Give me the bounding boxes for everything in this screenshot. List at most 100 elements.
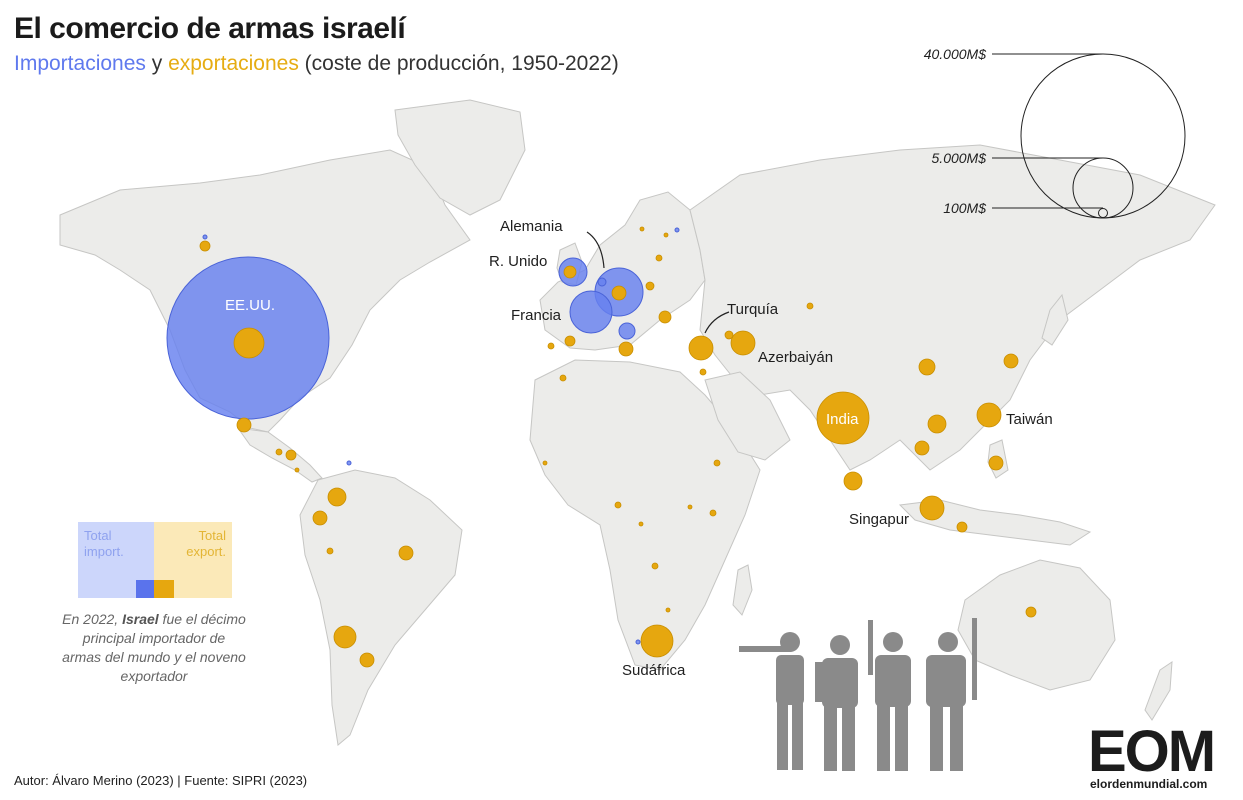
export-bubble-brazil — [398, 545, 414, 561]
export-bubble-honduras — [285, 449, 297, 461]
export-bubble-guatemala — [275, 448, 283, 456]
page-subtitle: Importaciones y exportaciones (coste de … — [14, 52, 619, 76]
export-bubble-sweden — [639, 226, 645, 232]
export-bubble-romania — [645, 281, 655, 291]
subtitle-imports: Importaciones — [14, 52, 146, 75]
land-indonesia — [898, 499, 1092, 546]
export-bubble-canada — [199, 240, 211, 252]
import-bubble-france — [569, 290, 613, 334]
import-bubble-venezuela — [346, 460, 352, 466]
logo-site: elordenmundial.com — [1090, 777, 1208, 791]
eom-logo: EOM elordenmundial.com — [1088, 719, 1233, 792]
annotation-arrows — [586, 231, 730, 334]
export-bubble-poland — [655, 254, 663, 262]
legend-imports-label: Total import. — [84, 528, 124, 559]
soldier-2 — [815, 635, 858, 771]
subtitle-exports: exportaciones — [168, 52, 299, 75]
land-africa — [529, 359, 761, 671]
footer-credits: Autor: Álvaro Merino (2023) | Fuente: SI… — [14, 773, 308, 788]
soldier-silhouette-icon — [739, 618, 977, 771]
label-turkey: Turquía — [727, 301, 779, 318]
arrow-germany — [586, 231, 605, 269]
page-title: El comercio de armas israelí — [14, 12, 406, 45]
export-bubble-uzbekistan — [806, 302, 814, 310]
export-bubble-georgia — [724, 330, 734, 340]
export-bubble-ethiopia — [713, 459, 721, 467]
export-bubble-singapore — [919, 495, 945, 521]
export-bubble-portugal — [547, 342, 555, 350]
export-bubble-argentina — [359, 652, 375, 668]
soldier-4 — [926, 618, 977, 771]
label-south-africa: Sudáfrica — [622, 662, 686, 679]
note-bold: Israel — [122, 611, 159, 627]
logo-mark: EOM — [1088, 719, 1216, 784]
note-text: En 2022, Israel fue el décimo principal … — [62, 610, 246, 686]
export-bubble-angola — [651, 562, 659, 570]
label-india: India — [826, 411, 859, 428]
export-bubble-taiwan — [976, 402, 1002, 428]
export-bubbles — [199, 226, 1037, 668]
note-after: fue el décimo principal importador de ar… — [62, 611, 246, 684]
legend-imports-bar — [136, 580, 154, 598]
arrow-turkey — [704, 311, 730, 334]
import-bubble-netherlands — [597, 277, 607, 287]
label-azerbaijan: Azerbaiyán — [758, 349, 833, 366]
export-bubble-greece — [658, 310, 672, 324]
export-bubble-philippines — [988, 455, 1004, 471]
import-bubble-italy — [618, 322, 636, 340]
scale-label-small: 100M$ — [943, 200, 986, 216]
scale-circles-icon — [992, 53, 1186, 219]
label-germany: Alemania — [500, 218, 563, 235]
land-japan — [1041, 293, 1069, 346]
export-bubble-sri-lanka — [843, 471, 863, 491]
legend-exports-bar — [154, 580, 174, 598]
export-bubble-thailand — [914, 440, 930, 456]
export-bubble-ecuador — [312, 510, 328, 526]
label-uk: R. Unido — [489, 253, 547, 270]
export-bubble-cameroon — [638, 521, 644, 527]
export-bubble-china — [918, 358, 936, 376]
subtitle-rest: (coste de producción, 1950-2022) — [298, 52, 619, 75]
land-arabia — [704, 371, 791, 461]
ratio-legend: Total import. Total export. — [78, 522, 232, 598]
export-bubble-australia — [1025, 606, 1037, 618]
import-bubble-finland — [674, 227, 680, 233]
scale-label-medium: 5.000M$ — [931, 150, 986, 166]
export-bubble-turkey — [688, 335, 714, 361]
export-bubble-indonesia — [956, 521, 968, 533]
subtitle-connector: y — [145, 52, 169, 75]
land-new-zealand — [1144, 661, 1173, 721]
label-singapore: Singapur — [849, 511, 909, 528]
export-bubble-india — [816, 391, 870, 445]
land-madagascar — [732, 564, 753, 616]
label-usa: EE.UU. — [225, 297, 275, 314]
export-bubble-colombia — [327, 487, 347, 507]
export-bubble-nigeria — [614, 501, 622, 509]
export-bubble-vietnam — [927, 414, 947, 434]
soldier-3 — [868, 620, 911, 771]
scale-label-large: 40.000M$ — [923, 46, 986, 62]
export-bubble-usa — [233, 327, 265, 359]
legend-exports-label: Total export. — [186, 528, 226, 559]
export-bubble-germany — [611, 285, 627, 301]
export-bubble-uganda — [687, 504, 693, 510]
export-bubble-mexico — [236, 417, 252, 433]
export-bubble-cyprus — [699, 368, 707, 376]
land-south-america — [299, 469, 463, 746]
soldier-1 — [739, 632, 804, 770]
note-before: En 2022, — [62, 611, 123, 627]
label-taiwan: Taiwán — [1006, 411, 1053, 428]
label-france: Francia — [511, 307, 562, 324]
export-bubble-uk — [563, 265, 577, 279]
export-bubble-botswana — [665, 607, 671, 613]
export-bubble-south-africa — [640, 624, 674, 658]
export-bubble-azerbaijan — [730, 330, 756, 356]
export-bubble-panama — [294, 467, 300, 473]
export-bubble-senegal — [542, 460, 548, 466]
land-greenland — [394, 99, 526, 216]
export-bubble-estonia — [663, 232, 669, 238]
import-bubble-south-africa-small — [635, 639, 641, 645]
export-bubble-spain — [564, 335, 576, 347]
export-bubble-peru — [326, 547, 334, 555]
